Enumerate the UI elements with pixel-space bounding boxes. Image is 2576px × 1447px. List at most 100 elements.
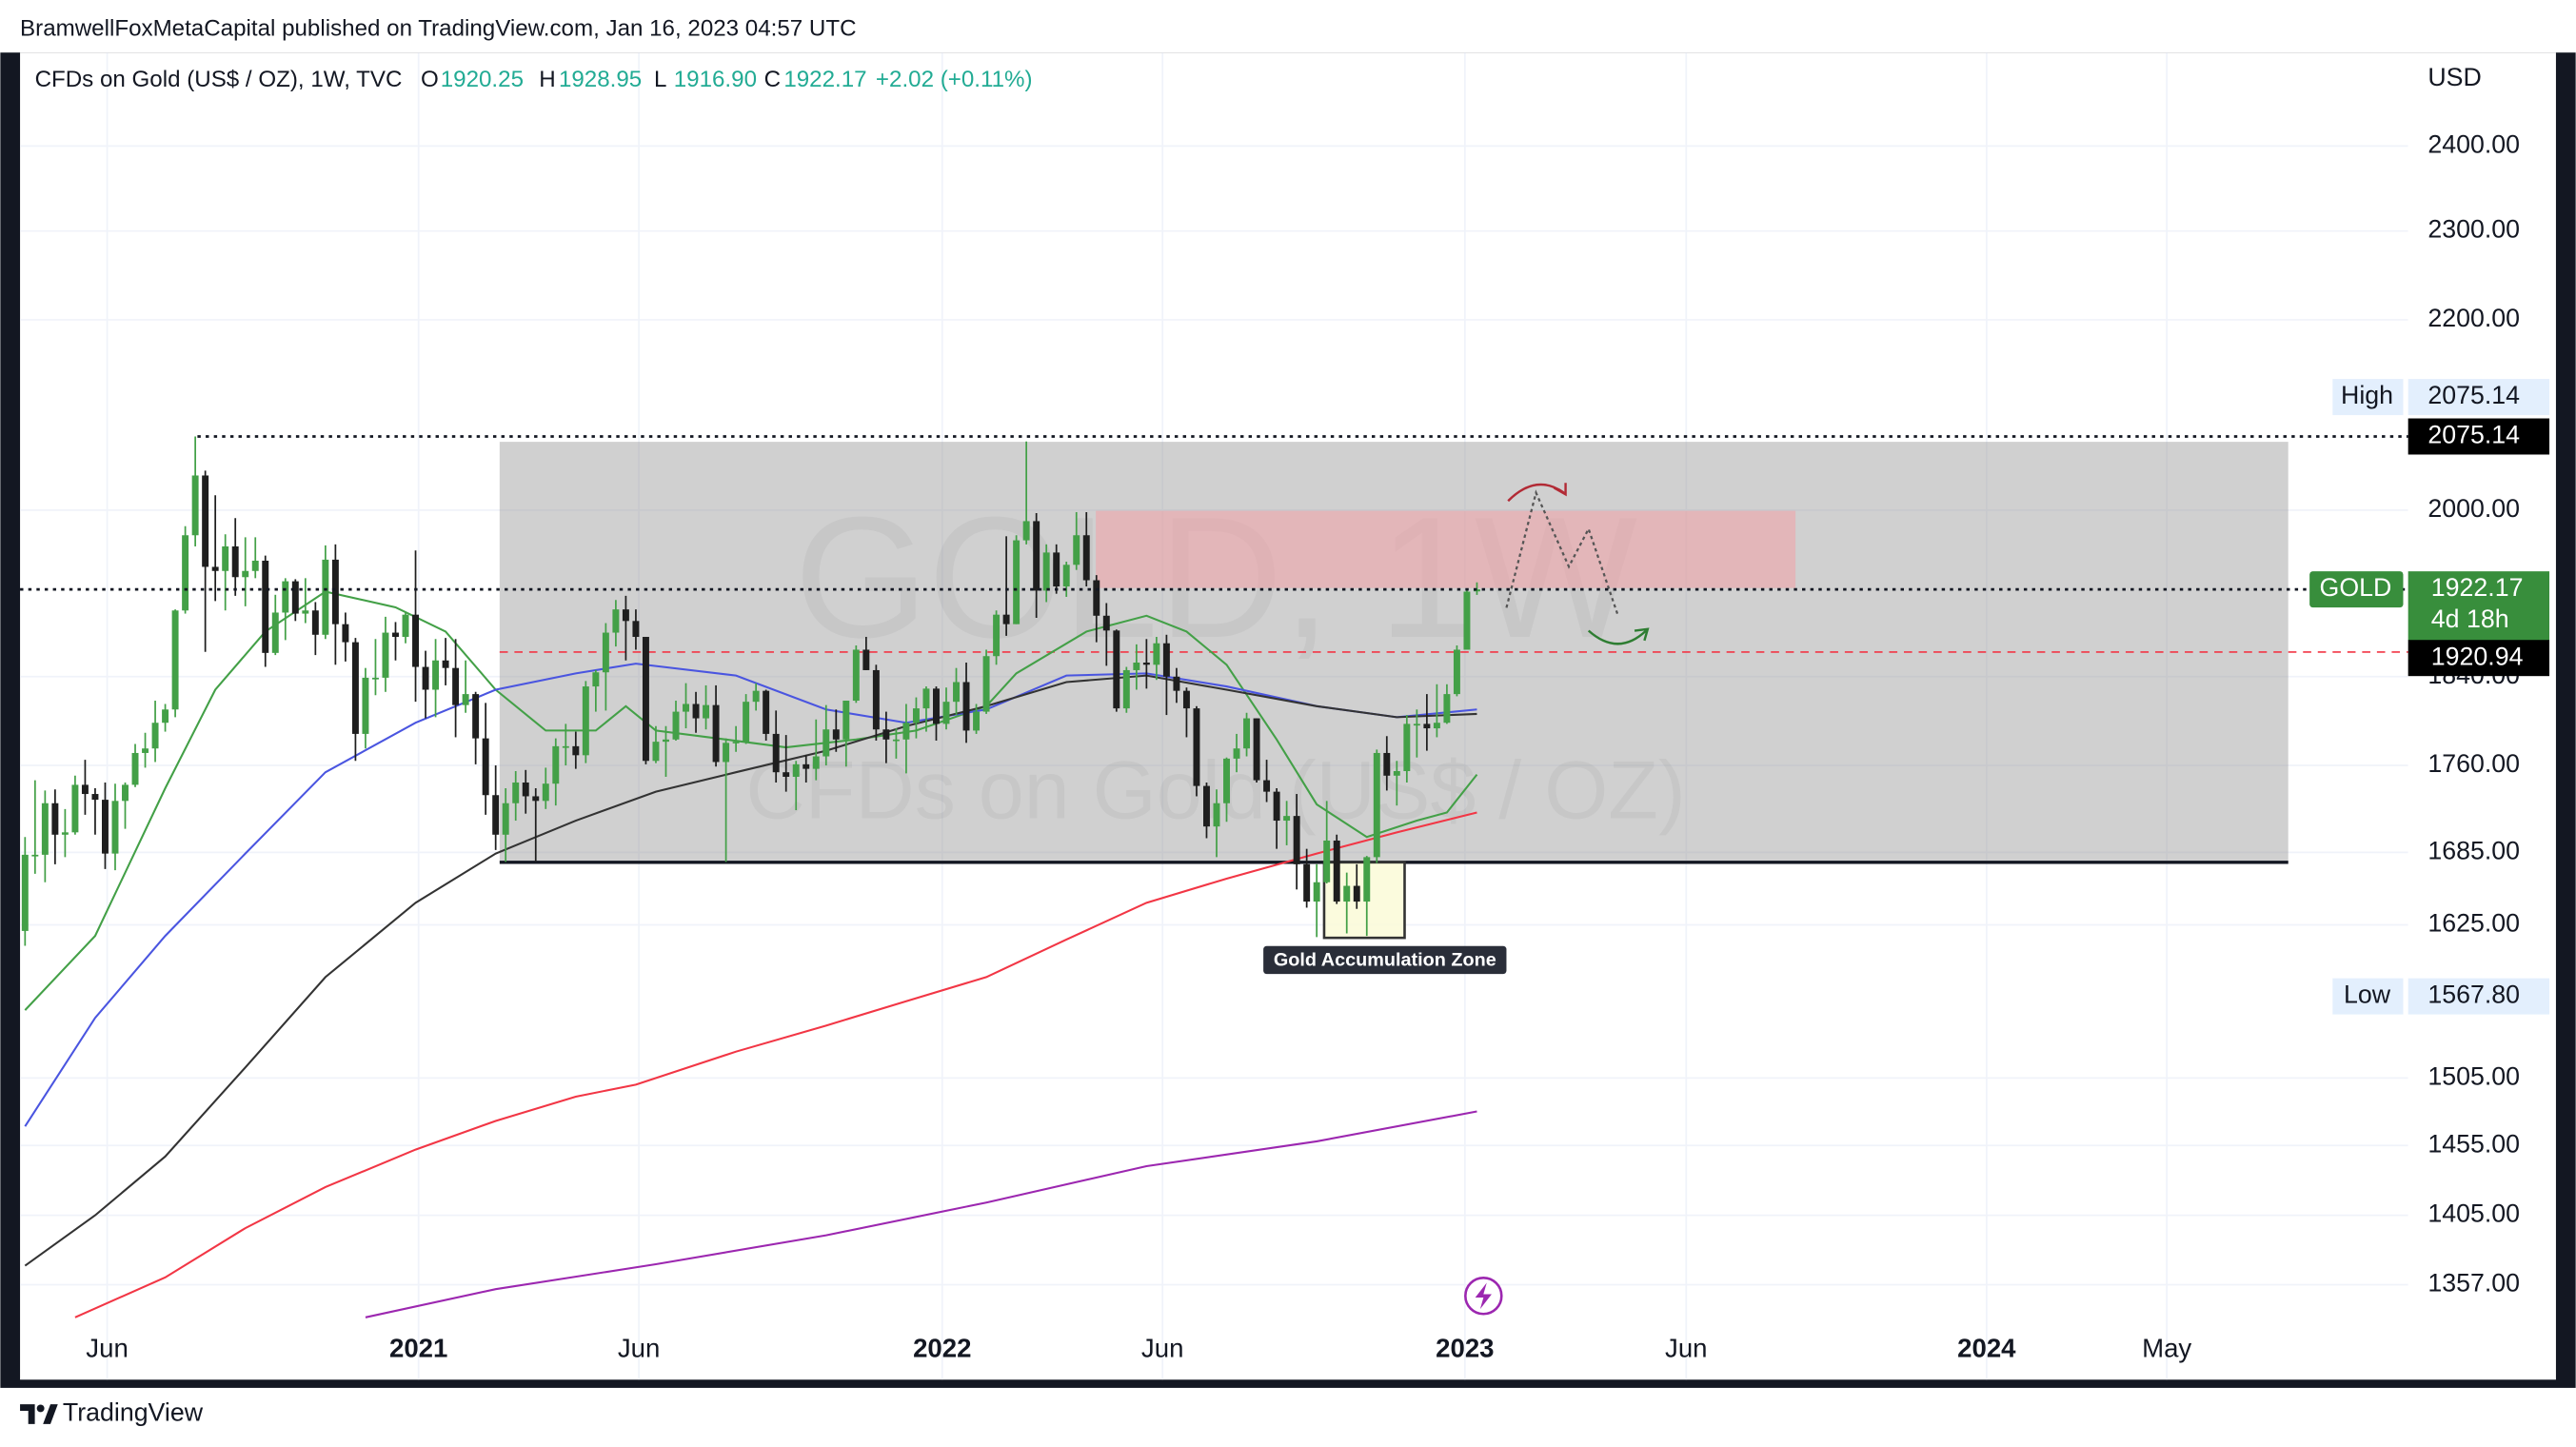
last-price-label: GOLD 1922.17 4d 18h <box>2309 571 2550 641</box>
candle-body <box>1403 724 1411 772</box>
candle-body <box>31 854 39 857</box>
candle-body <box>582 686 589 756</box>
label-name: High <box>2341 381 2393 409</box>
logo-mark <box>20 1404 35 1424</box>
candle-body <box>131 752 139 785</box>
candle-body <box>732 742 740 743</box>
candle-body <box>1283 816 1291 822</box>
label-value: 1567.80 <box>2427 981 2520 1009</box>
candle-body <box>832 729 840 740</box>
ohlc-label: L <box>654 67 666 92</box>
candle-body <box>1293 816 1300 864</box>
candle-body <box>1323 840 1331 882</box>
candle-body <box>211 566 219 571</box>
candle-body <box>1022 521 1030 541</box>
x-tick-label: Jun <box>86 1334 128 1363</box>
y-tick-label: 2000.00 <box>2427 494 2520 523</box>
candle-body <box>953 682 960 703</box>
candle-body <box>1463 591 1471 650</box>
candle-body <box>251 560 259 571</box>
candle-body <box>592 672 600 687</box>
x-tick-label: 2023 <box>1436 1334 1494 1363</box>
label-bg <box>2408 418 2550 455</box>
bullish-arc <box>1587 629 1647 645</box>
candle-body <box>1313 882 1320 902</box>
candle-body <box>202 475 209 567</box>
candle-body <box>1273 791 1280 822</box>
candle-body <box>122 784 129 802</box>
candle-body <box>772 733 780 773</box>
candle-body <box>1453 649 1460 695</box>
candle-body <box>412 614 420 667</box>
y-tick-label: 2300.00 <box>2427 215 2520 244</box>
candle-body <box>663 739 669 743</box>
candle-body <box>1062 565 1070 587</box>
footer-brand[interactable]: TradingView <box>63 1398 204 1427</box>
event-bolt <box>1475 1282 1492 1310</box>
label-bg <box>2408 640 2550 677</box>
candle-body <box>712 704 720 763</box>
moving-average <box>24 663 1477 1127</box>
candle-body <box>1363 857 1371 902</box>
candle-body <box>912 708 920 724</box>
candle-body <box>162 709 169 724</box>
candle-body <box>822 729 830 757</box>
ohlc-value: 1922.17 <box>783 67 866 92</box>
candle-body <box>1233 748 1240 759</box>
candle-body <box>1182 690 1190 709</box>
candle-body <box>382 632 389 678</box>
candle-body <box>311 610 319 635</box>
high-price-label: 2075.14 <box>2408 418 2550 455</box>
candle-body <box>542 783 549 802</box>
bearish-arrowhead <box>1553 483 1567 497</box>
candle-body <box>632 621 640 638</box>
candle-body <box>882 729 890 740</box>
y-tick-label: 1405.00 <box>2427 1199 2520 1228</box>
candle-body <box>1433 723 1440 729</box>
projection-path <box>1505 489 1619 617</box>
candle-body <box>142 748 149 753</box>
label-bg <box>2408 978 2550 1015</box>
label-bg <box>2408 379 2550 416</box>
x-tick-label: Jun <box>618 1334 661 1363</box>
candle-body <box>1073 535 1080 565</box>
candle-body <box>432 660 440 690</box>
candle-body <box>1473 589 1480 592</box>
candle-body <box>472 694 480 739</box>
candle-body <box>322 559 329 635</box>
candle-body <box>1243 718 1251 749</box>
candle-body <box>842 701 850 740</box>
label-value: 2075.14 <box>2427 421 2520 449</box>
candle-body <box>763 690 770 734</box>
footer: TradingView <box>20 1398 204 1427</box>
x-tick-label: 2021 <box>389 1334 447 1363</box>
candle-body <box>151 723 159 749</box>
label-bg <box>2408 571 2550 641</box>
candle-body <box>111 801 119 854</box>
candle-body <box>622 609 629 622</box>
candle-body <box>1053 552 1060 587</box>
candle-body <box>1343 885 1351 902</box>
label-value: 1920.94 <box>2431 642 2524 670</box>
y-tick-label: 1625.00 <box>2427 909 2520 938</box>
candle-body <box>933 688 940 724</box>
candle-body <box>1443 694 1451 724</box>
candle-body <box>993 614 1001 657</box>
candle-body <box>783 772 790 777</box>
x-tick-label: 2022 <box>913 1334 971 1363</box>
candle-body <box>872 669 880 730</box>
candles <box>21 436 1480 946</box>
y-tick-label: 1760.00 <box>2427 749 2520 778</box>
candle-body <box>242 570 249 578</box>
candle-body <box>1082 535 1090 581</box>
candle-body <box>331 559 339 624</box>
moving-average <box>365 1110 1477 1318</box>
annotation-box <box>1263 945 1507 975</box>
resistance-zone <box>1096 510 1796 588</box>
symbol: CFDs on Gold (US$ / OZ), 1W, TVC <box>35 67 403 92</box>
candle-body <box>1102 615 1110 631</box>
candle-body <box>1173 676 1180 691</box>
candle-body <box>683 704 689 712</box>
candle-body <box>91 794 99 801</box>
